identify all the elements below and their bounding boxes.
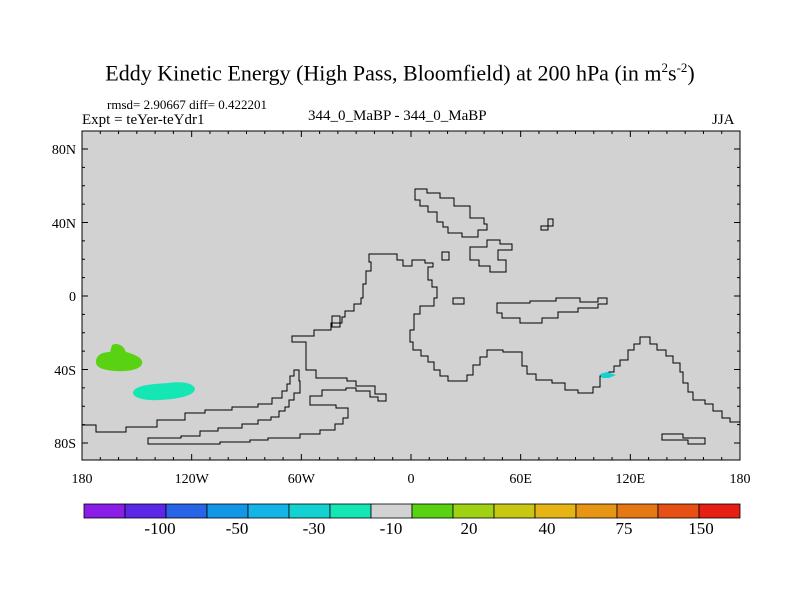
coastline-eurasia (414, 188, 488, 238)
lon-labels: 180 120W 60W 0 60E 120E 180 (72, 472, 751, 487)
anomaly-blob-teal (132, 382, 195, 401)
colorbar-swatch (83, 503, 126, 519)
anomaly-blob-cyan (600, 372, 616, 378)
colorbar-swatch (575, 503, 618, 519)
lon-label: 120W (175, 472, 210, 487)
title-sup-1: 2 (661, 60, 669, 75)
coastline-island-d (331, 315, 341, 328)
coastline-island-c (441, 251, 450, 261)
colorbar-swatch (370, 503, 413, 519)
colorbar-swatch (493, 503, 536, 519)
title-sup-2: -2 (676, 60, 688, 75)
colorbar-swatch (411, 503, 454, 519)
colorbar-label: 150 (688, 519, 714, 538)
colorbar-swatch (124, 503, 167, 519)
colorbar-swatch (698, 503, 741, 519)
lat-label: 80N (52, 143, 76, 158)
colorbar-swatch (534, 503, 577, 519)
colorbar-label: -30 (303, 519, 326, 538)
coastline-asia-middle (469, 239, 513, 273)
coastline-island-b (540, 218, 554, 231)
map-background (82, 131, 740, 460)
colorbar (83, 503, 741, 519)
lon-label: 60W (288, 472, 316, 487)
lat-label: 40S (54, 364, 76, 379)
lon-label: 180 (730, 472, 751, 487)
lon-label: 120E (616, 472, 646, 487)
case-label: 344_0_MaBP - 344_0_MaBP (308, 108, 487, 124)
colorbar-swatch (657, 503, 700, 519)
colorbar-swatch (206, 503, 249, 519)
colorbar-swatch (165, 503, 208, 519)
coastline-island-a (452, 297, 465, 305)
tick-marks (81, 131, 741, 460)
colorbar-label: -10 (380, 519, 403, 538)
lat-label: 80S (54, 437, 76, 452)
colorbar-label: 20 (461, 519, 478, 538)
title-end: ) (687, 60, 695, 86)
colorbar-label: -100 (144, 519, 175, 538)
title-text: Eddy Kinetic Energy (High Pass, Bloomfie… (105, 60, 662, 86)
coastline-antarctic-east (661, 433, 706, 445)
colorbar-swatch (247, 503, 290, 519)
expt-label: Expt = teYer-teYdr1 (82, 112, 205, 128)
lon-label: 0 (408, 472, 415, 487)
lon-label: 60E (509, 472, 532, 487)
colorbar-label: 40 (539, 519, 556, 538)
lon-label: 180 (72, 472, 93, 487)
colorbar-label: 75 (616, 519, 633, 538)
colorbar-swatch (329, 503, 372, 519)
colorbar-swatch (452, 503, 495, 519)
anomaly-blob-green (96, 343, 143, 372)
colorbar-label: -50 (226, 519, 249, 538)
colorbar-labels: -100 -50 -30 -10 20 40 75 150 (144, 519, 713, 538)
plot-title: Eddy Kinetic Energy (High Pass, Bloomfie… (0, 60, 800, 86)
rmsd-diff-text: rmsd= 2.90667 diff= 0.422201 (107, 97, 267, 112)
lat-label: 40N (52, 217, 76, 232)
season-label: JJA (712, 112, 735, 128)
lat-labels: 80N 40N 0 40S 80S (52, 143, 76, 452)
lat-label: 0 (69, 290, 76, 305)
coastline-asia-south (496, 297, 608, 324)
title-mid: s (668, 60, 677, 86)
colorbar-swatch (288, 503, 331, 519)
colorbar-swatch (616, 503, 659, 519)
